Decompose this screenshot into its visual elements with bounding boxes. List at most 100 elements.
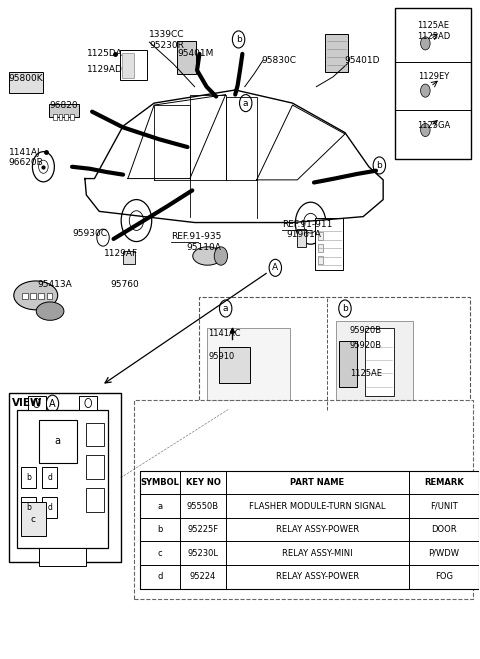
Text: DOOR: DOOR <box>431 525 457 534</box>
Bar <box>42 497 57 518</box>
Text: 1125AE
1125AD: 1125AE 1125AD <box>417 21 450 41</box>
Text: 95800K: 95800K <box>9 74 43 83</box>
Bar <box>315 218 343 270</box>
Bar <box>86 455 105 479</box>
Bar <box>79 396 97 410</box>
Text: d: d <box>47 473 52 482</box>
Text: 1125GA: 1125GA <box>417 121 450 130</box>
Text: FLASHER MODULE-TURN SIGNAL: FLASHER MODULE-TURN SIGNAL <box>249 501 386 511</box>
Text: 95401D: 95401D <box>344 56 380 65</box>
Bar <box>318 256 323 264</box>
Bar <box>365 328 394 397</box>
Bar <box>86 422 105 446</box>
Text: 95110A: 95110A <box>187 243 221 252</box>
Text: RELAY ASSY-MINI: RELAY ASSY-MINI <box>282 549 353 558</box>
Text: 95920B: 95920B <box>350 326 382 335</box>
Text: REF.91-911: REF.91-911 <box>282 220 332 229</box>
Bar <box>318 233 323 241</box>
Text: d: d <box>157 573 163 581</box>
Bar <box>134 401 473 598</box>
Bar <box>395 8 471 159</box>
Bar <box>297 229 306 248</box>
Text: RELAY ASSY-POWER: RELAY ASSY-POWER <box>276 525 359 534</box>
Text: 1125DA: 1125DA <box>87 49 123 59</box>
Text: 95550B: 95550B <box>187 501 219 511</box>
Text: 95413A: 95413A <box>37 280 72 289</box>
Text: 95910: 95910 <box>208 353 234 362</box>
Bar <box>199 297 470 409</box>
Bar <box>70 114 74 119</box>
Text: b: b <box>342 304 348 313</box>
Bar <box>21 467 36 488</box>
Text: A: A <box>49 399 56 409</box>
Bar <box>218 347 250 384</box>
Text: a: a <box>55 436 60 446</box>
Bar <box>28 396 46 410</box>
Bar <box>325 34 348 72</box>
Bar <box>22 293 28 299</box>
Text: REF.91-935: REF.91-935 <box>171 233 221 241</box>
Circle shape <box>420 84 430 97</box>
Bar <box>21 502 46 536</box>
Bar <box>9 72 43 94</box>
Text: b: b <box>26 503 31 512</box>
Text: b: b <box>157 525 163 534</box>
Text: A: A <box>272 264 278 272</box>
Bar <box>17 410 108 548</box>
Text: PART NAME: PART NAME <box>290 478 345 487</box>
Text: 95401M: 95401M <box>177 49 214 59</box>
Bar <box>38 548 86 566</box>
Bar <box>121 53 133 78</box>
Text: 95760: 95760 <box>110 280 139 289</box>
Bar <box>86 488 105 512</box>
Bar <box>38 420 77 463</box>
Text: 95225F: 95225F <box>188 525 218 534</box>
Text: KEY NO: KEY NO <box>186 478 220 487</box>
Ellipse shape <box>193 247 222 265</box>
Text: F/UNIT: F/UNIT <box>430 501 458 511</box>
Text: 95930C: 95930C <box>72 229 107 238</box>
Circle shape <box>420 37 430 50</box>
Text: 95230L: 95230L <box>188 549 218 558</box>
Text: b: b <box>236 35 241 44</box>
Bar <box>47 293 52 299</box>
Circle shape <box>214 247 228 265</box>
Text: 95224: 95224 <box>190 573 216 581</box>
Text: 95920B: 95920B <box>350 341 382 351</box>
Text: 96820: 96820 <box>49 101 78 110</box>
Text: P/WDW: P/WDW <box>429 549 459 558</box>
Text: a: a <box>243 99 249 107</box>
Bar <box>336 321 413 400</box>
Bar <box>9 393 120 563</box>
Text: RELAY ASSY-POWER: RELAY ASSY-POWER <box>276 573 359 581</box>
Text: 1141AC: 1141AC <box>208 330 240 339</box>
Bar <box>49 103 79 117</box>
Bar <box>123 251 135 264</box>
Text: REMARK: REMARK <box>424 478 464 487</box>
Text: 1125AE: 1125AE <box>350 369 382 378</box>
Bar <box>206 328 290 400</box>
Text: 95830C: 95830C <box>262 56 297 65</box>
Text: c: c <box>158 549 162 558</box>
Bar <box>318 244 323 252</box>
Text: 95230R: 95230R <box>149 41 184 50</box>
Text: FOG: FOG <box>435 573 453 581</box>
Text: b: b <box>26 473 31 482</box>
Text: 1129AD: 1129AD <box>87 65 123 74</box>
Text: a: a <box>157 501 163 511</box>
Text: 1129AF: 1129AF <box>104 249 138 258</box>
Bar <box>38 293 44 299</box>
Bar <box>21 497 36 518</box>
Circle shape <box>420 123 430 136</box>
Text: c: c <box>31 515 36 524</box>
Bar <box>59 114 62 119</box>
Bar <box>30 293 36 299</box>
Text: VIEW: VIEW <box>12 399 43 409</box>
Text: a: a <box>223 304 228 313</box>
Text: 1339CC: 1339CC <box>149 30 185 40</box>
Bar <box>64 114 68 119</box>
Text: b: b <box>376 161 382 170</box>
Bar <box>339 341 357 387</box>
Text: 96620B: 96620B <box>9 158 43 167</box>
Text: 91961A: 91961A <box>286 230 321 239</box>
